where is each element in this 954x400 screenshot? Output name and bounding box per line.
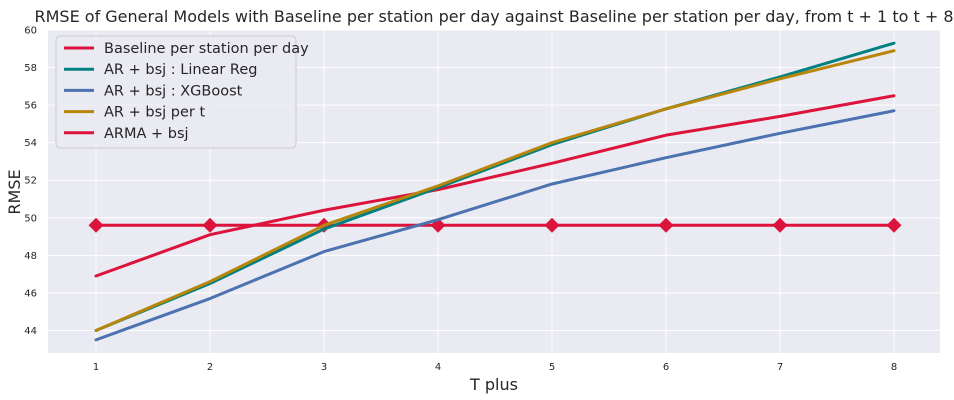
data-point xyxy=(886,217,902,233)
x-axis-label: T plus xyxy=(469,375,518,394)
x-tick-label: 5 xyxy=(549,362,555,373)
x-tick-labels: 1 2 3 4 5 6 7 8 xyxy=(93,362,897,373)
data-point xyxy=(658,217,674,233)
y-tick-label: 50 xyxy=(24,213,37,224)
legend-label: AR + bsj : XGBoost xyxy=(104,83,243,99)
y-tick-label: 54 xyxy=(24,138,37,149)
y-tick-label: 48 xyxy=(24,251,37,262)
y-axis-label: RMSE xyxy=(5,169,24,214)
x-tick-label: 3 xyxy=(321,362,327,373)
series-layer xyxy=(88,41,902,342)
series-line xyxy=(94,109,896,342)
data-point xyxy=(202,217,218,233)
y-tick-labels: 44 46 48 50 52 54 56 58 60 xyxy=(24,26,37,337)
legend-label: Baseline per station per day xyxy=(104,41,309,57)
x-tick-label: 4 xyxy=(435,362,441,373)
legend: Baseline per station per day AR + bsj : L… xyxy=(55,35,309,149)
y-tick-label: 60 xyxy=(24,26,37,37)
legend-label: AR + bsj per t xyxy=(104,105,205,121)
y-tick-label: 46 xyxy=(24,288,37,299)
y-tick-label: 52 xyxy=(24,176,37,187)
series-line xyxy=(94,49,896,332)
series-line xyxy=(94,41,896,332)
x-tick-label: 8 xyxy=(891,362,897,373)
data-point xyxy=(88,217,104,233)
legend-label: ARMA + bsj xyxy=(104,126,189,142)
series-line xyxy=(94,94,896,278)
legend-box xyxy=(55,35,297,149)
x-tick-label: 7 xyxy=(777,362,783,373)
x-tick-label: 6 xyxy=(663,362,669,373)
y-tick-label: 44 xyxy=(24,326,37,337)
y-tick-label: 56 xyxy=(24,101,37,112)
x-tick-label: 2 xyxy=(207,362,213,373)
chart-title: RMSE of General Models with Baseline per… xyxy=(35,7,954,26)
legend-label: AR + bsj : Linear Reg xyxy=(104,62,257,78)
x-tick-label: 1 xyxy=(93,362,99,373)
data-point xyxy=(544,217,560,233)
y-tick-label: 58 xyxy=(24,63,37,74)
data-point xyxy=(772,217,788,233)
